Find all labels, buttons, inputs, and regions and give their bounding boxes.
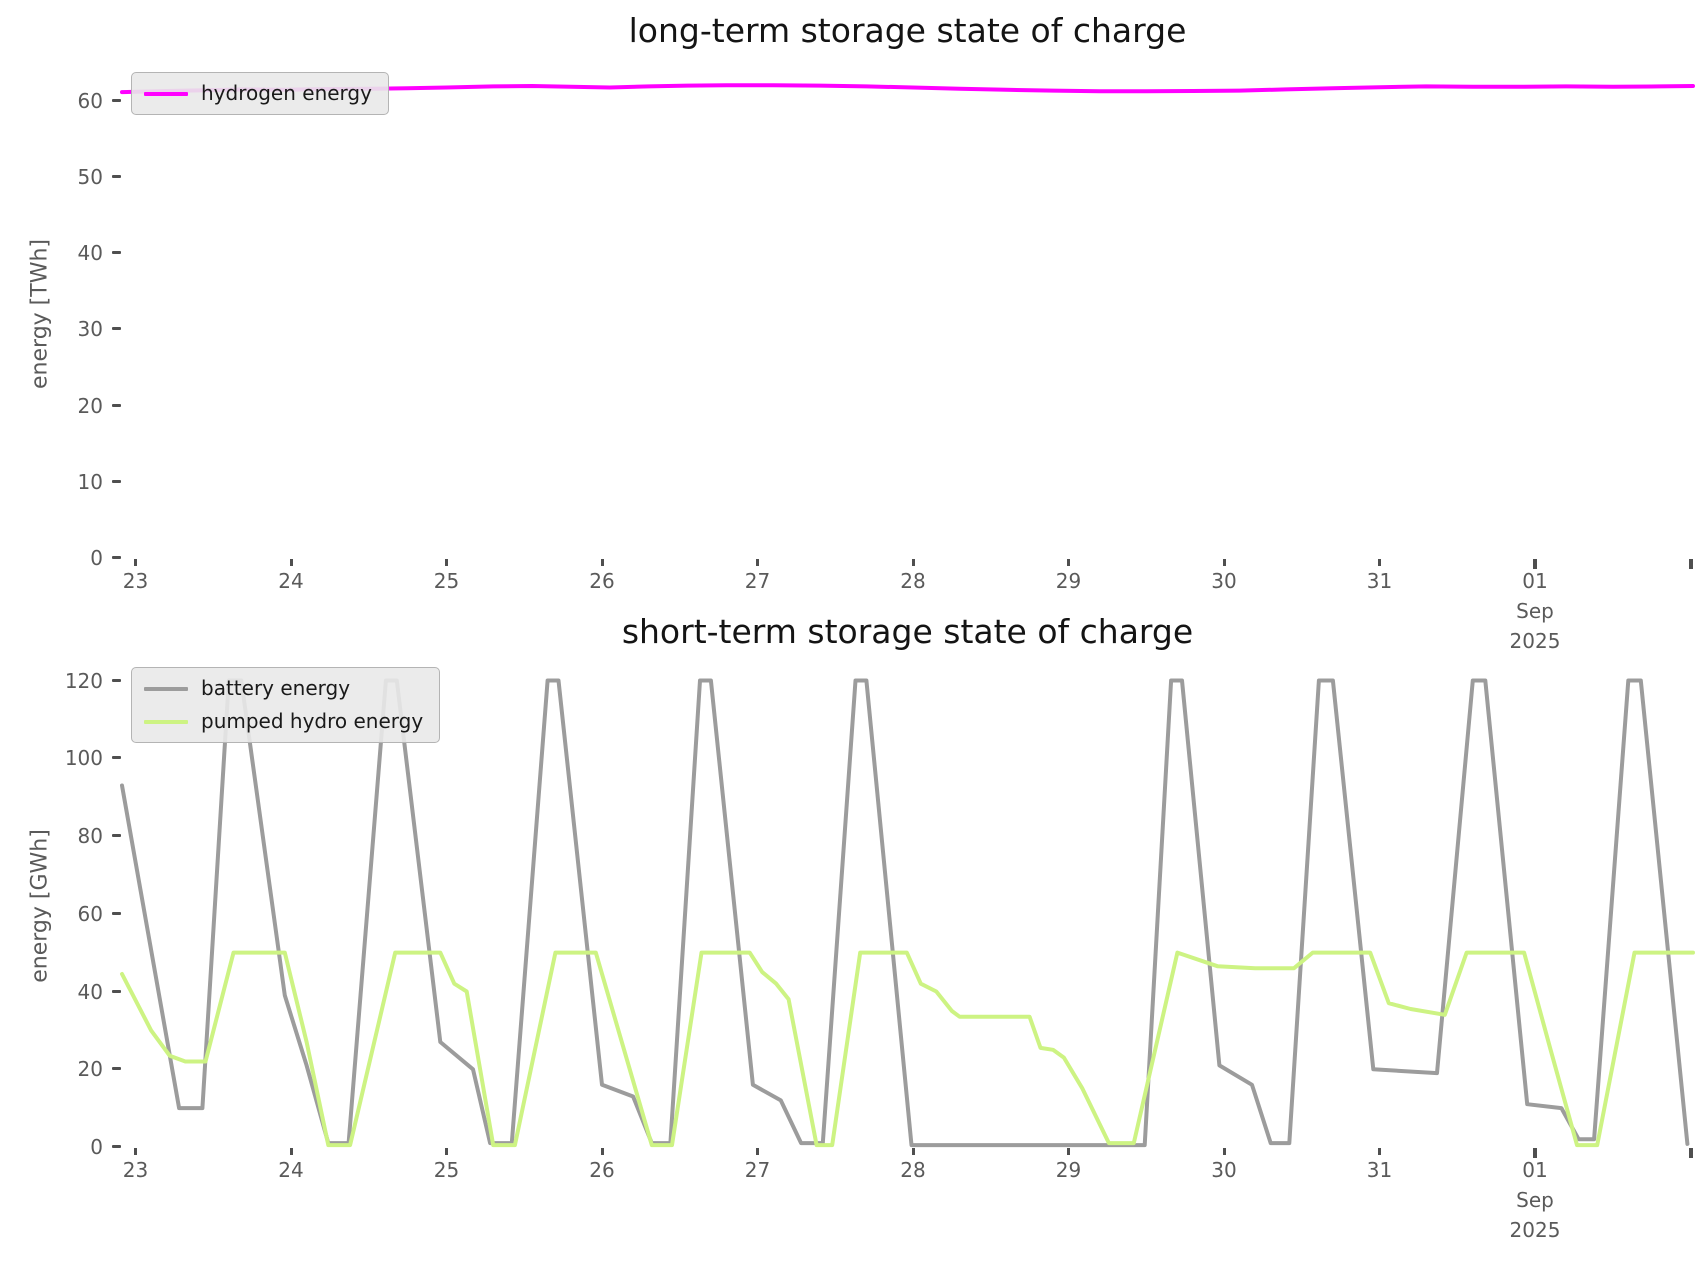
y-tick-dash [112, 756, 121, 760]
x-tick-dash [1688, 559, 1693, 569]
x-tick-dash [600, 559, 604, 566]
x-tick-dash [1378, 559, 1381, 566]
long-term-chart-legend: hydrogen energy [131, 72, 389, 115]
x-tick-label: 26 [589, 1158, 615, 1182]
x-tick-label: 01 [1522, 1158, 1548, 1182]
x-tick-label: 28 [900, 1158, 926, 1182]
x-tick-dash [1222, 559, 1226, 566]
y-tick-dash [112, 556, 121, 559]
x-tick-label: 29 [1055, 1158, 1082, 1182]
y-tick-dash [112, 911, 121, 915]
battery-energy-legend-swatch [144, 686, 188, 691]
x-tick-dash [756, 559, 760, 566]
y-tick-dash [112, 98, 121, 102]
hydrogen-energy-legend-swatch [144, 91, 188, 96]
pumped-hydro-energy-legend-label: pumped hydro energy [201, 709, 424, 733]
y-tick-dash [112, 479, 121, 483]
x-tick-dash [445, 1148, 449, 1155]
y-tick-dash [112, 678, 121, 682]
y-tick-label: 60 [77, 901, 103, 926]
x-tick-dash [1067, 559, 1071, 566]
legend-row: pumped hydro energy [144, 709, 423, 734]
y-tick-label: 100 [64, 746, 103, 771]
x-tick-label: 30 [1211, 1158, 1237, 1182]
x-tick-label: 01 [1522, 569, 1548, 593]
y-tick-dash [112, 174, 121, 178]
y-tick-dash [112, 251, 121, 254]
y-tick-label: 120 [64, 668, 103, 693]
x-tick-dash [134, 1148, 138, 1155]
y-tick-label: 50 [77, 164, 103, 189]
y-tick-label: 20 [77, 393, 103, 418]
x-tick-label: 23 [122, 569, 149, 593]
x-tick-label: 31 [1366, 569, 1393, 593]
x-tick-label: 26 [589, 569, 615, 593]
x-tick-label: 24 [278, 569, 304, 593]
x-tick-dash [289, 559, 293, 566]
y-tick-label: 20 [77, 1057, 103, 1082]
x-tick-label: 23 [122, 1158, 149, 1182]
x-tick-dash [600, 1148, 604, 1155]
x-tick-dash [445, 559, 449, 566]
y-tick-label: 0 [90, 1135, 103, 1159]
x-tick-label: 27 [744, 1158, 771, 1182]
x-tick-dash [1533, 1148, 1537, 1158]
x-tick-label: 24 [278, 1158, 304, 1182]
x-tick-label: 28 [900, 569, 926, 593]
x-tick-label: Sep [1516, 599, 1554, 623]
y-tick-label: 40 [77, 241, 103, 265]
y-tick-label: 60 [77, 88, 103, 113]
y-tick-label: 80 [77, 824, 103, 849]
x-tick-label: 2025 [1509, 1218, 1561, 1242]
x-tick-dash [1222, 1148, 1226, 1155]
pumped-hydro-energy-legend-swatch [144, 719, 188, 724]
pumped-hydro-energy-line [120, 950, 1695, 1148]
y-tick-dash [112, 834, 121, 838]
battery-energy-line [120, 678, 1690, 1148]
x-tick-label: 2025 [1509, 629, 1561, 653]
legend-row: battery energy [144, 676, 423, 701]
y-tick-dash [112, 403, 121, 407]
x-tick-label: 29 [1055, 569, 1082, 593]
x-tick-dash [911, 1148, 915, 1155]
short-term-chart-title: short-term storage state of charge [621, 612, 1194, 651]
x-tick-dash [289, 1148, 293, 1155]
y-tick-label: 10 [77, 469, 103, 494]
y-tick-dash [112, 327, 121, 331]
y-tick-label: 0 [90, 546, 103, 570]
y-tick-label: 40 [77, 979, 103, 1004]
y-tick-dash [112, 989, 121, 993]
x-tick-dash [1067, 1148, 1071, 1155]
x-tick-label: Sep [1516, 1188, 1554, 1212]
x-tick-dash [1378, 1148, 1381, 1155]
short-term-chart-legend: battery energy pumped hydro energy [131, 667, 441, 743]
y-tick-label: 30 [77, 317, 103, 342]
long-term-chart-title: long-term storage state of charge [628, 11, 1187, 50]
x-tick-dash [134, 559, 138, 566]
x-tick-label: 30 [1211, 569, 1237, 593]
x-tick-dash [1688, 1148, 1693, 1158]
x-tick-label: 25 [433, 1158, 460, 1182]
battery-energy-legend-label: battery energy [201, 676, 351, 700]
x-tick-label: 31 [1366, 1158, 1393, 1182]
hydrogen-energy-legend-label: hydrogen energy [201, 81, 372, 105]
x-tick-dash [756, 1148, 760, 1155]
legend-row: hydrogen energy [144, 81, 372, 106]
x-tick-label: 27 [744, 569, 771, 593]
y-tick-dash [112, 1145, 121, 1148]
x-tick-label: 25 [433, 569, 460, 593]
y-tick-dash [112, 1067, 121, 1071]
x-tick-dash [1533, 559, 1537, 569]
x-tick-dash [911, 559, 915, 566]
